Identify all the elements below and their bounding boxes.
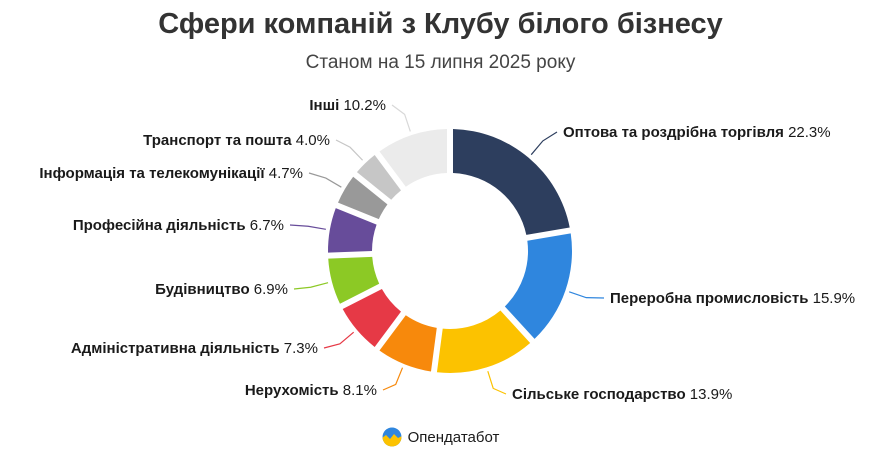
slice-label-name: Адміністративна діяльність [71, 340, 284, 357]
donut-slice [356, 155, 401, 200]
leader-line [382, 367, 404, 391]
slice-label-name: Переробна промисловість [610, 290, 813, 307]
slice-label: Адміністративна діяльність 7.3% [71, 340, 318, 357]
chart-subtitle: Станом на 15 липня 2025 року [305, 52, 576, 73]
leader-line [289, 224, 326, 230]
leader-line [569, 291, 605, 299]
slice-label: Транспорт та пошта 4.0% [143, 132, 330, 149]
slice-label-value: 22.3% [788, 124, 831, 141]
leader-line [487, 371, 507, 395]
slice-label-name: Будівництво [155, 281, 254, 298]
slice-label-value: 4.0% [296, 132, 330, 149]
donut-slice [327, 208, 377, 253]
slice-label: Професійна діяльність 6.7% [73, 217, 284, 234]
slice-label-name: Інформація та телекомунікації [39, 165, 268, 182]
slice-label-name: Професійна діяльність [73, 217, 250, 234]
slice-label-value: 4.7% [269, 165, 303, 182]
slice-labels: Оптова та роздрібна торгівля 22.3% Переро… [39, 97, 855, 403]
leader-line [530, 131, 558, 156]
chart-title: Сфери компаній з Клубу білого бізнесу [158, 8, 723, 40]
slice-label-name: Транспорт та пошта [143, 132, 296, 149]
slice-label: Інші 10.2% [309, 97, 386, 114]
slice-label: Будівництво 6.9% [155, 281, 288, 298]
donut-slice [328, 256, 380, 304]
slice-label: Переробна промисловість 15.9% [610, 290, 855, 307]
donut-slice [452, 129, 570, 235]
opendatabot-logo-icon [382, 427, 402, 447]
slice-label-name: Нерухомість [245, 382, 343, 399]
leader-line [323, 331, 355, 349]
brand-footer: Опендатабот [0, 427, 881, 447]
donut-slices [327, 129, 572, 373]
slice-label-value: 8.1% [343, 382, 377, 399]
label-leader-lines [289, 104, 605, 395]
slice-label: Сільське господарство 13.9% [512, 386, 732, 403]
donut-slice [379, 315, 437, 372]
slice-label-name: Оптова та роздрібна торгівля [563, 124, 788, 141]
donut-slice [436, 310, 531, 373]
slice-label: Оптова та роздрібна торгівля 22.3% [563, 124, 831, 141]
donut-slice [342, 289, 401, 347]
slice-label: Нерухомість 8.1% [245, 382, 377, 399]
slice-label-value: 10.2% [343, 97, 386, 114]
leader-line [391, 104, 411, 132]
slice-label: Інформація та телекомунікації 4.7% [39, 165, 303, 182]
slice-label-value: 7.3% [284, 340, 318, 357]
leader-line [335, 139, 364, 161]
donut-slice [379, 129, 448, 187]
slice-label-value: 15.9% [813, 290, 856, 307]
slice-label-name: Інші [309, 97, 343, 114]
slice-label-value: 6.9% [254, 281, 288, 298]
slice-label-value: 6.7% [250, 217, 284, 234]
donut-slice [504, 233, 572, 339]
slice-label-name: Сільське господарство [512, 386, 690, 403]
brand-name: Опендатабот [407, 428, 500, 446]
donut-slice [338, 176, 388, 220]
leader-line [308, 172, 342, 188]
leader-line [293, 282, 329, 290]
slice-label-value: 13.9% [690, 386, 733, 403]
